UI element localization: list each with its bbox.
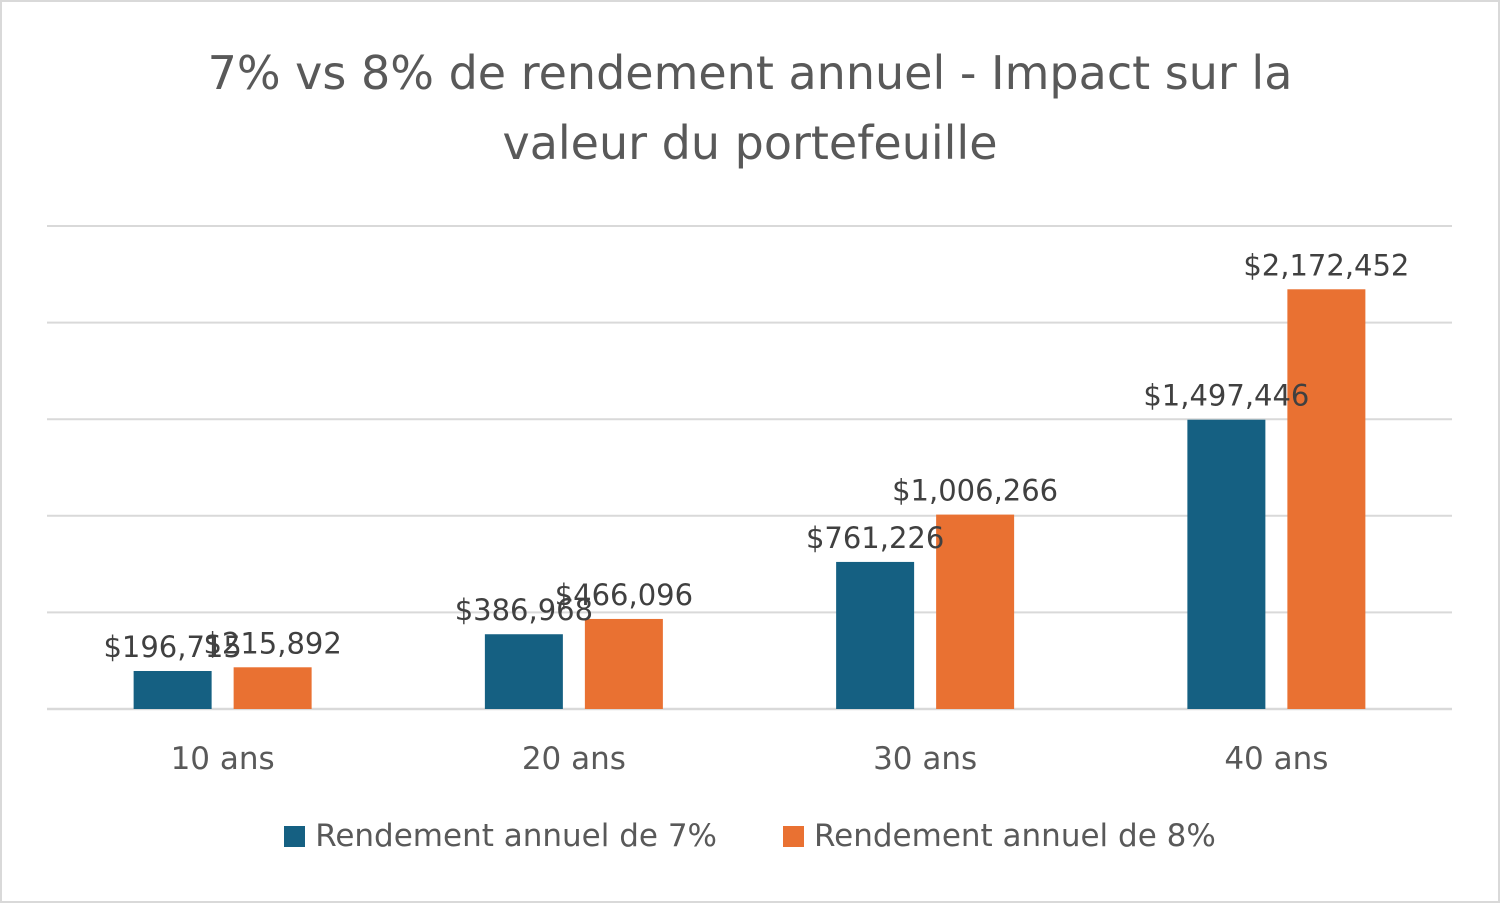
bar-series-2-1 bbox=[233, 667, 312, 709]
data-label-series-2-4: $2,172,452 bbox=[1243, 248, 1409, 282]
data-label-series-1-3: $761,226 bbox=[806, 521, 944, 555]
x-tick-label-4: 40 ans bbox=[1224, 741, 1328, 777]
chart-title: 7% vs 8% de rendement annuel - Impact su… bbox=[207, 46, 1293, 170]
legend-swatch-series-1 bbox=[284, 825, 306, 847]
data-label-series-2-3: $1,006,266 bbox=[892, 474, 1058, 508]
data-labels: $196,715$215,892 $386,968$466,096 $761,226… bbox=[103, 248, 1409, 664]
data-label-series-2-1: $215,892 bbox=[203, 626, 341, 660]
x-tick-label-1: 10 ans bbox=[171, 741, 275, 777]
legend-label-series-1: Rendement annuel de 7% bbox=[315, 818, 717, 854]
legend-item-series-1: Rendement annuel de 7% bbox=[284, 818, 717, 854]
data-label-series-1-1: $196,715 bbox=[103, 630, 241, 664]
data-label-series-1-4: $1,497,446 bbox=[1143, 379, 1309, 413]
x-tick-label-2: 20 ans bbox=[522, 741, 626, 777]
x-tick-label-3: 30 ans bbox=[873, 741, 977, 777]
bars bbox=[133, 289, 1366, 709]
bar-series-2-3 bbox=[936, 514, 1015, 709]
data-label-series-2-2: $466,096 bbox=[555, 578, 693, 612]
bar-series-2-2 bbox=[584, 618, 663, 709]
legend-label-series-2: Rendement annuel de 8% bbox=[814, 818, 1216, 854]
bar-series-1-3 bbox=[836, 561, 915, 709]
legend: Rendement annuel de 7% Rendement annuel … bbox=[0, 818, 1500, 854]
data-label-series-1-2: $386,968 bbox=[455, 593, 593, 627]
bar-series-1-2 bbox=[484, 634, 563, 709]
bar-series-2-4 bbox=[1287, 289, 1366, 709]
x-axis-tick-labels: 10 ans 20 ans 30 ans 40 ans bbox=[171, 741, 1329, 777]
bar-series-1-4 bbox=[1187, 419, 1266, 709]
legend-item-series-2: Rendement annuel de 8% bbox=[783, 818, 1216, 854]
legend-swatch-series-2 bbox=[783, 825, 804, 847]
bar-series-1-1 bbox=[133, 670, 212, 709]
